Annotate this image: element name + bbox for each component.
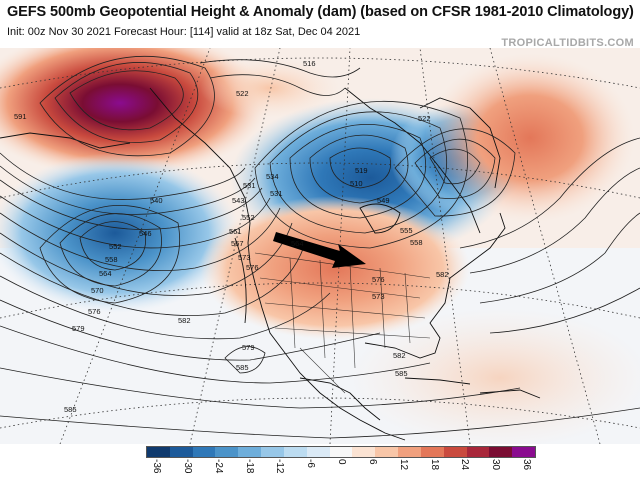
- north-atlantic-ridge-anomaly: [425, 53, 635, 223]
- colorbar-tick-label: -30: [181, 459, 193, 474]
- contour-label: 579: [242, 343, 255, 352]
- contour-label: 576: [88, 307, 101, 316]
- us-ridge-anomaly: [200, 196, 470, 340]
- map-title: GEFS 500mb Geopotential Height & Anomaly…: [7, 4, 634, 20]
- contour-label: 582: [393, 351, 406, 360]
- brand-watermark: TROPICALTIDBITS.COM: [501, 37, 634, 49]
- contour-label: 585: [395, 369, 408, 378]
- colorbar-segment: [147, 447, 170, 457]
- colorbar-segment: [512, 447, 536, 457]
- colorbar-tick-label: 6: [366, 459, 378, 465]
- colorbar-tick-label: -24: [212, 459, 224, 474]
- contour-label: 558: [410, 238, 423, 247]
- colorbar-labels: -36 -30 -24 -18 -12 -6 0 6 12 18 24 30 36: [146, 459, 536, 479]
- contour-label: 531: [270, 189, 283, 198]
- contour-label: 564: [291, 239, 304, 248]
- contour-label: 573: [372, 292, 385, 301]
- colorbar-tick-label: -6: [305, 459, 317, 468]
- contour-label: 522: [236, 89, 249, 98]
- colorbar-segment: [192, 447, 216, 457]
- colorbar-segment: [398, 447, 421, 457]
- contour-label: 552: [109, 242, 122, 251]
- subtropical-positive-anomaly: [350, 308, 640, 444]
- contour-label: 522: [418, 114, 431, 123]
- colorbar-tick-label: 0: [336, 459, 347, 465]
- contour-label: 582: [436, 270, 449, 279]
- colorbar-segment: [169, 447, 193, 457]
- contour-label: 531: [243, 181, 256, 190]
- contour-label: 519: [355, 166, 368, 175]
- contour-labels: 591 516 522 522 534 540 546 552 558 564 …: [14, 59, 449, 414]
- colorbar-segment: [215, 447, 239, 457]
- contour-label: 579: [72, 324, 85, 333]
- map-subtitle: Init: 00z Nov 30 2021 Forecast Hour: [11…: [7, 26, 361, 38]
- contour-label: 567: [231, 239, 244, 248]
- coastlines: [0, 87, 541, 441]
- colorbar-tick-label: 30: [490, 459, 502, 471]
- contour-label: 516: [303, 59, 316, 68]
- colorbar-segment: [306, 447, 330, 457]
- colorbar-tick-label: -36: [151, 459, 162, 474]
- contour-label: 582: [178, 316, 191, 325]
- contour-label: 576: [246, 263, 259, 272]
- contour-label: 549: [377, 196, 390, 205]
- flow-arrow: [273, 232, 366, 268]
- colorbar-tick-label: 12: [397, 459, 409, 471]
- colorbar-segment: [420, 447, 444, 457]
- anomaly-colorbar: [146, 446, 536, 458]
- contour-label: 591: [14, 112, 27, 121]
- colorbar-tick-label: -12: [274, 459, 286, 474]
- contour-label: 585: [236, 363, 249, 372]
- contour-label: 546: [139, 229, 152, 238]
- anomaly-map: 591 516 522 522 534 540 546 552 558 564 …: [0, 48, 640, 444]
- contour-label: 570: [91, 286, 104, 295]
- contour-label: 552: [242, 213, 255, 222]
- colorbar-segment: [489, 447, 513, 457]
- height-contours: [0, 55, 640, 439]
- contour-label: 510: [350, 179, 363, 188]
- east-pacific-trough-anomaly: [0, 153, 240, 313]
- colorbar-segment: [329, 447, 353, 457]
- contour-label: 564: [99, 269, 112, 278]
- colorbar-segment: [238, 447, 262, 457]
- contour-label: 576: [372, 275, 385, 284]
- contour-label: 573: [238, 253, 251, 262]
- colorbar-tick-label: 36: [521, 459, 532, 471]
- contour-label: 555: [400, 226, 413, 235]
- contour-label: 540: [150, 196, 163, 205]
- contour-label: 543: [232, 196, 245, 205]
- contour-label: 558: [105, 255, 118, 264]
- colorbar-segment: [375, 447, 399, 457]
- contour-label: 561: [229, 227, 242, 236]
- colorbar-segment: [443, 447, 467, 457]
- colorbar-segment: [466, 447, 490, 457]
- contour-label: 534: [266, 172, 279, 181]
- contour-label: 585: [64, 405, 77, 414]
- colorbar-segment: [261, 447, 284, 457]
- colorbar-tick-label: -18: [243, 459, 255, 474]
- colorbar-tick-label: 24: [459, 459, 471, 471]
- colorbar-segment: [352, 447, 376, 457]
- colorbar-segment: [283, 447, 307, 457]
- colorbar-tick-label: 18: [428, 459, 440, 471]
